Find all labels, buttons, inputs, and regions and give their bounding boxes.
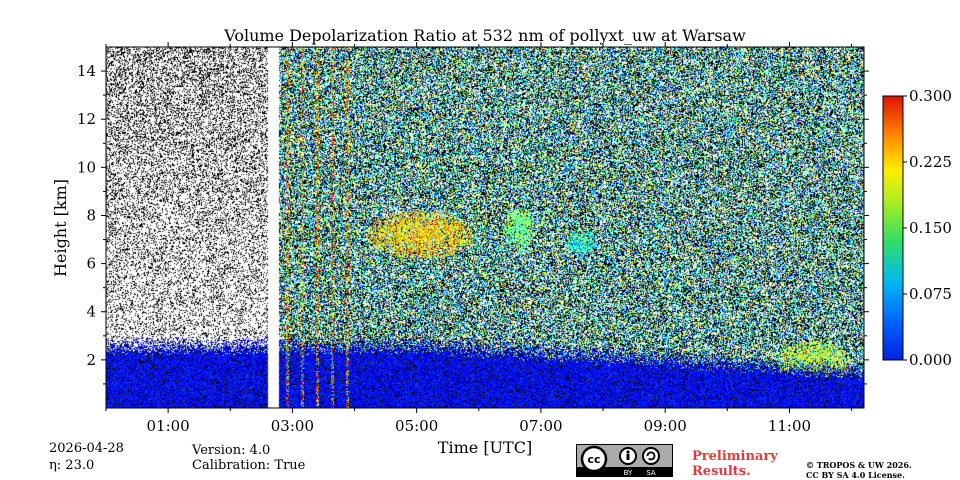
heatmap-image <box>106 47 864 408</box>
colorbar-ticks: 0.000 0.075 0.150 0.225 0.300 <box>903 87 952 369</box>
x-tick-label: 03:00 <box>271 417 314 435</box>
colorbar-gradient <box>882 95 904 361</box>
copyright-line2: CC BY SA 4.0 License. <box>806 470 905 480</box>
footer-version: Version: 4.0 <box>192 443 271 458</box>
svg-text:cc: cc <box>587 453 600 466</box>
y-tick-label: 10 <box>77 158 96 176</box>
colorbar-tick-label: 0.000 <box>909 351 952 369</box>
copyright-notice: © TROPOS & UW 2026. CC BY SA 4.0 License… <box>806 460 912 480</box>
y-tick-label: 2 <box>86 351 96 369</box>
colorbar-tick-label: 0.300 <box>909 87 952 105</box>
footer-date: 2026-04-28 <box>49 441 124 456</box>
x-axis-label: Time [UTC] <box>438 438 532 457</box>
colorbar-tick-label: 0.075 <box>909 285 952 303</box>
y-tick-label: 14 <box>77 62 96 80</box>
preliminary-line2: Results. <box>692 464 751 479</box>
colorbar-tick-label: 0.225 <box>909 153 952 171</box>
preliminary-notice: Preliminary Results. <box>692 449 778 479</box>
x-axis: 01:00 03:00 05:00 07:00 09:00 11:00 <box>105 42 853 435</box>
plot-area <box>105 46 865 409</box>
footer-eta: η: 23.0 <box>49 458 95 473</box>
preliminary-line1: Preliminary <box>692 449 778 464</box>
x-tick-label: 09:00 <box>644 417 687 435</box>
plot-frame <box>105 46 865 409</box>
cc-license-badge: cc BY SA <box>576 444 673 477</box>
x-tick-label: 05:00 <box>395 417 438 435</box>
x-tick-label: 01:00 <box>147 417 190 435</box>
cc-by-label: BY <box>624 469 633 476</box>
cc-sa-label: SA <box>646 469 656 476</box>
y-tick-label: 8 <box>86 206 96 224</box>
y-axis-label: Height [km] <box>51 179 70 277</box>
copyright-line1: © TROPOS & UW 2026. <box>806 460 912 470</box>
footer-calibration: Calibration: True <box>192 458 306 473</box>
y-axis: 2 4 6 8 10 12 14 <box>77 62 869 385</box>
y-tick-label: 12 <box>77 110 96 128</box>
cc-icon <box>580 445 608 473</box>
y-tick-label: 6 <box>86 255 96 273</box>
colorbar-tick-label: 0.150 <box>909 219 952 237</box>
y-tick-label: 4 <box>86 303 96 321</box>
x-tick-label: 11:00 <box>768 417 811 435</box>
chart-title: Volume Depolarization Ratio at 532 nm of… <box>223 26 746 45</box>
x-tick-label: 07:00 <box>519 417 562 435</box>
share-alike-icon <box>642 447 660 465</box>
colorbar: 0.000 0.075 0.150 0.225 0.300 <box>882 87 952 369</box>
